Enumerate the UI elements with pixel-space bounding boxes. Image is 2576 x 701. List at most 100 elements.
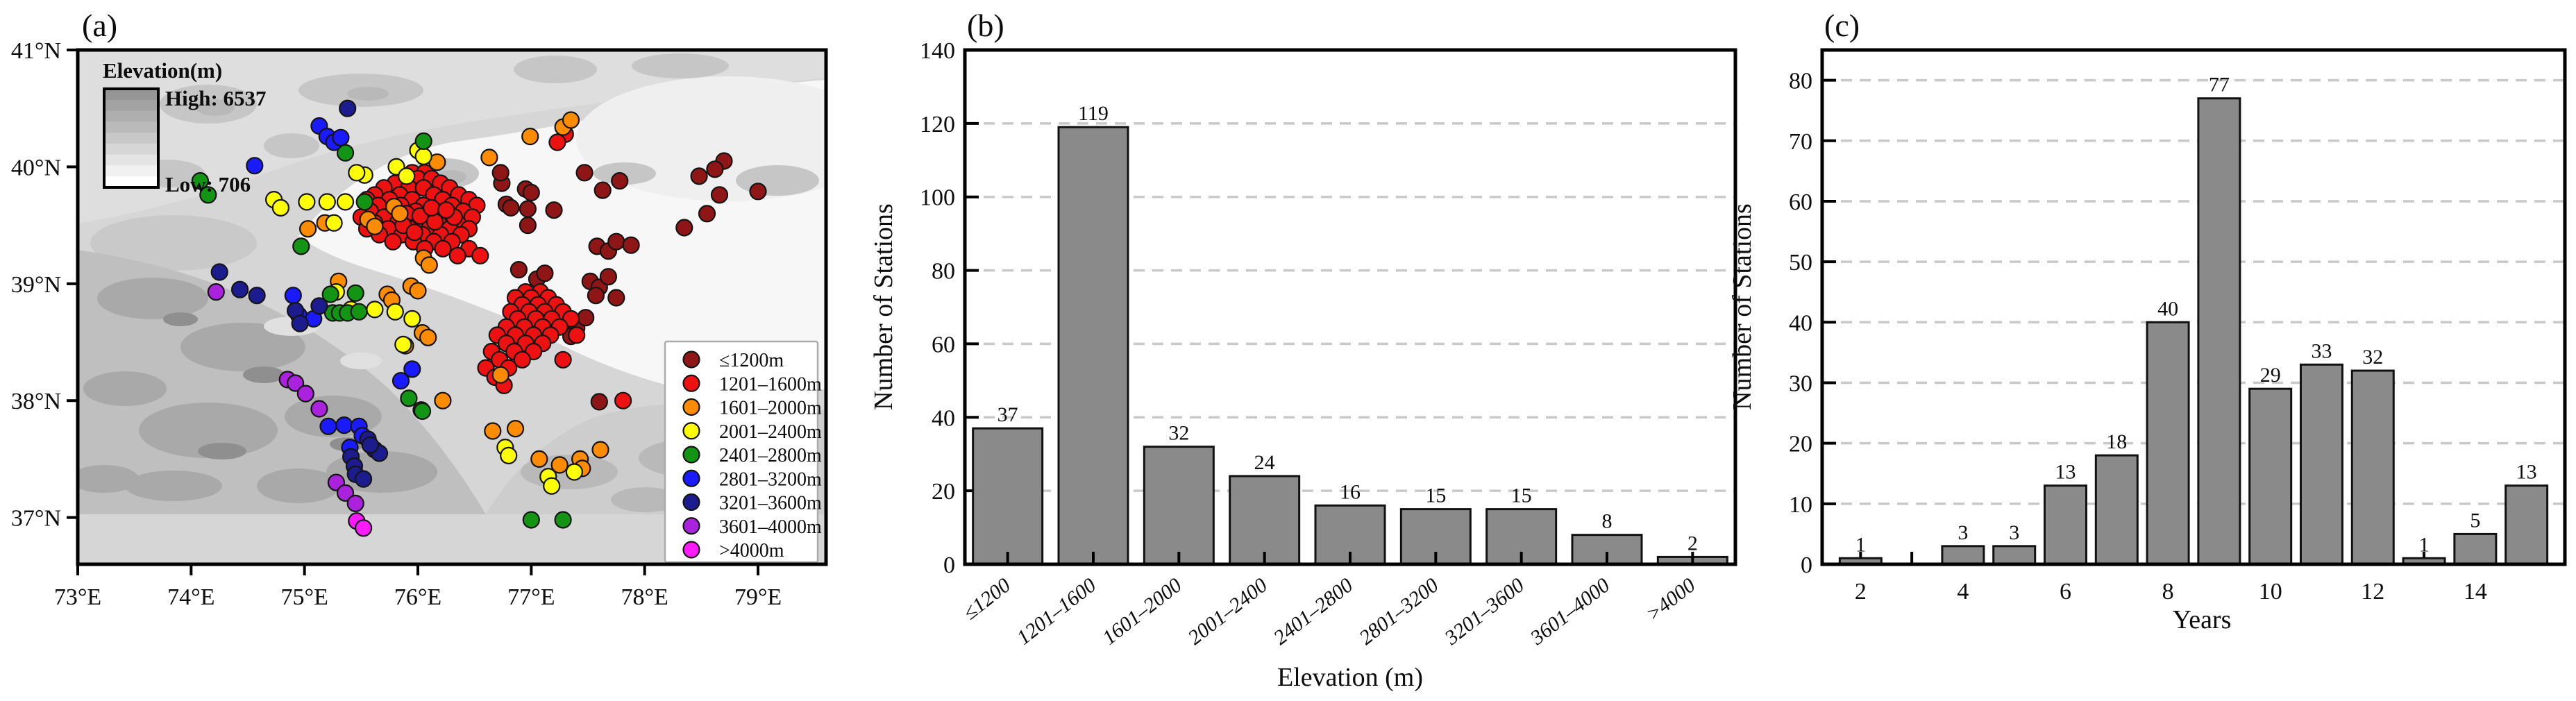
- station-dot: [391, 205, 409, 223]
- station-dot: [348, 164, 366, 182]
- legend-item-label: >4000m: [719, 540, 784, 561]
- station-dot: [325, 214, 343, 232]
- bar: [2453, 532, 2498, 566]
- station-dot: [392, 371, 410, 390]
- station-dot: [298, 193, 316, 211]
- station-dot: [607, 289, 625, 307]
- station-dot: [575, 164, 594, 182]
- bar: [1229, 475, 1301, 566]
- chart-c-ylabel: Number of Stations: [1728, 203, 1757, 410]
- y-tick-label: 140: [920, 38, 955, 64]
- station-dot: [292, 237, 310, 255]
- station-dot: [550, 456, 569, 474]
- station-dot: [491, 164, 510, 182]
- station-dot: [448, 246, 466, 264]
- bar-value-label: 33: [2311, 339, 2332, 362]
- y-tick-label: 70: [1789, 129, 1812, 155]
- y-tick-label: 40: [932, 405, 955, 431]
- station-dot: [513, 350, 531, 369]
- elevation-colorbar: Elevation(m) High: 6537 Low: 706: [103, 58, 267, 196]
- station-dot: [536, 264, 554, 282]
- y-tick-label: 80: [1789, 69, 1812, 94]
- map-ticks: 73°E 74°E 75°E 76°E 77°E 78°E 79°E 41°N 40°N 39°N…: [11, 38, 782, 610]
- bar: [2044, 484, 2088, 566]
- colorbar-band: [104, 99, 158, 112]
- legend-swatch: [682, 398, 700, 416]
- station-dot: [611, 172, 629, 190]
- y-tick-label: 60: [1789, 189, 1812, 215]
- panel-a-letter: (a): [82, 8, 117, 43]
- station-dot: [480, 149, 498, 167]
- x-tick-label: 76°E: [394, 584, 441, 610]
- x-tick-label: 12: [2361, 579, 2384, 605]
- station-dot: [434, 239, 452, 257]
- x-category-label: ≤1200: [959, 574, 1015, 625]
- chart-b-ylabel: Number of Stations: [869, 203, 898, 410]
- chart-c-xlabel: Years: [2173, 605, 2232, 634]
- station-dot: [403, 310, 421, 328]
- bar-value-label: 3: [1958, 521, 1968, 544]
- y-tick-label: 10: [1789, 492, 1812, 518]
- x-category-label: 2801–3200: [1355, 574, 1443, 650]
- station-dot: [522, 183, 540, 202]
- station-dot: [706, 160, 724, 178]
- x-category-label: 1601–2000: [1098, 574, 1186, 650]
- bar-value-label: 32: [1168, 422, 1189, 445]
- station-dot: [354, 470, 373, 488]
- x-tick-label: 8: [2162, 579, 2174, 605]
- station-dot: [291, 314, 309, 332]
- bar: [1992, 545, 2037, 566]
- legend-item-label: 2401–2800m: [719, 445, 822, 466]
- station-dot: [355, 193, 373, 211]
- y-tick-label: 100: [920, 185, 955, 211]
- station-dot: [562, 111, 580, 129]
- x-tick-label: 73°E: [54, 584, 101, 610]
- station-dot: [698, 205, 716, 223]
- x-category-label: 2001–2400: [1184, 574, 1272, 650]
- bar: [1941, 545, 1985, 566]
- station-dot: [484, 422, 502, 440]
- y-tick-label: 41°N: [11, 38, 61, 64]
- colorbar-low-label: Low: 706: [165, 172, 251, 196]
- bar-value-label: 37: [997, 403, 1018, 426]
- bar-value-label: 2: [1687, 532, 1698, 555]
- station-dot: [366, 301, 384, 319]
- station-dot: [231, 280, 249, 298]
- legend-item-label: 1201–1600m: [719, 373, 822, 395]
- x-category-label: 1201–1600: [1013, 574, 1101, 650]
- bar-value-label: 40: [2157, 297, 2178, 320]
- station-dot: [590, 393, 608, 411]
- colorbar-band: [104, 110, 158, 122]
- station-dot: [577, 309, 595, 327]
- station-dot: [287, 374, 305, 392]
- station-dot: [548, 133, 566, 151]
- legend-swatch: [682, 446, 700, 464]
- legend-swatch: [682, 517, 700, 535]
- legend-swatch: [682, 422, 700, 440]
- colorbar-band: [104, 176, 158, 188]
- y-tick-label: 60: [932, 332, 955, 357]
- station-dot: [354, 519, 373, 537]
- bar: [1057, 126, 1129, 566]
- bar-value-label: 15: [1425, 484, 1446, 507]
- station-dot: [414, 147, 432, 165]
- station-dot: [554, 350, 572, 369]
- x-category-label: >4000: [1642, 574, 1700, 626]
- station-dot: [405, 223, 423, 242]
- bar-value-label: 8: [1602, 510, 1613, 533]
- station-dot: [607, 233, 625, 251]
- legend-item-label: 3201–3600m: [719, 493, 822, 514]
- station-dot: [506, 419, 525, 438]
- colorbar-band: [104, 89, 158, 101]
- station-dot: [199, 186, 217, 204]
- colorbar-gradient: [104, 89, 158, 188]
- y-tick-label: 37°N: [11, 506, 61, 532]
- station-dot: [422, 199, 441, 217]
- y-tick-label: 39°N: [11, 272, 61, 298]
- legend-item-label: ≤1200m: [719, 350, 784, 371]
- legend-item-label: 2001–2400m: [719, 421, 822, 443]
- station-dot: [690, 167, 708, 185]
- station-dot: [554, 511, 572, 529]
